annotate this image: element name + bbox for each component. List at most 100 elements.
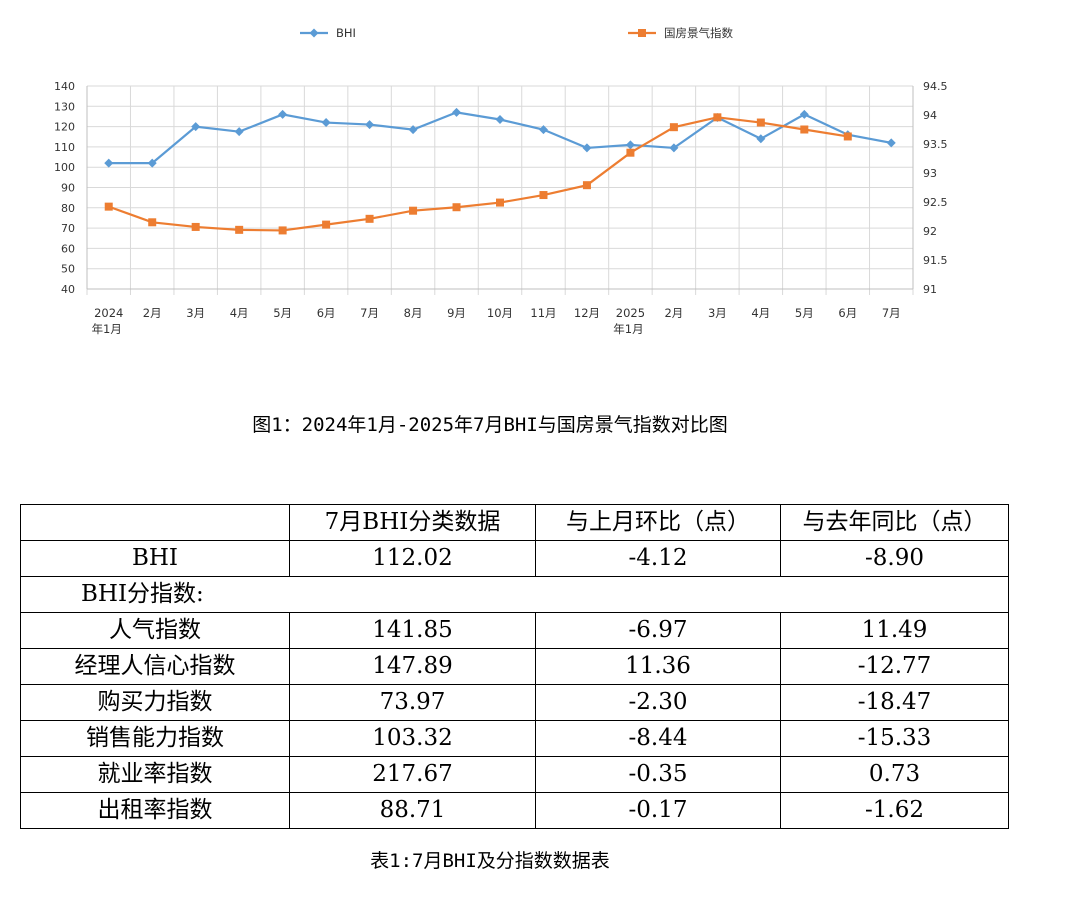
y-left-tick-label: 60 bbox=[61, 242, 75, 255]
bhi-point bbox=[104, 158, 114, 168]
x-tick-label: 12月 bbox=[574, 306, 600, 320]
y-left-tick-label: 70 bbox=[61, 222, 75, 235]
x-tick-label: 10月 bbox=[487, 306, 513, 320]
bhi-point bbox=[321, 118, 331, 128]
bhi-point bbox=[191, 122, 201, 132]
bhi-point bbox=[452, 107, 462, 117]
bhi-point bbox=[234, 127, 244, 137]
x-axis: 2024 年1月 2月 3月 4月 5月 6月 7月 8月 9月 10月 11月 12月 2025 年1月 2… bbox=[92, 306, 901, 336]
table-row: 销售能力指数 103.32 -8.44 -15.33 bbox=[20, 720, 1009, 757]
table-row: 出租率指数 88.71 -0.17 -1.62 bbox=[20, 792, 1009, 829]
table-cell: 7月BHI分类数据 bbox=[289, 504, 536, 541]
x-tick-label: 5月 bbox=[273, 306, 292, 320]
table-cell bbox=[20, 504, 290, 541]
table-cell: 出租率指数 bbox=[20, 792, 290, 829]
x-tick-label: 9月 bbox=[447, 306, 466, 320]
y-left-tick-label: 40 bbox=[61, 283, 75, 296]
figure-caption: 图1：2024年1月-2025年7月BHI与国房景气指数对比图 bbox=[252, 414, 728, 436]
line-chart: BHI 国房景气指数 40 50 60 70 80 90 100 110 120 130 140 91… bbox=[54, 26, 948, 336]
chart-legend: BHI 国房景气指数 bbox=[300, 26, 733, 40]
x-tick-label: 2024 bbox=[94, 306, 123, 320]
chart-series bbox=[104, 107, 896, 235]
housing-index-point bbox=[496, 198, 504, 207]
table-cell: -0.35 bbox=[535, 756, 781, 793]
y-right-tick-label: 93.5 bbox=[923, 138, 948, 151]
x-tick-label: 2月 bbox=[143, 306, 162, 320]
y-left-tick-label: 130 bbox=[54, 100, 75, 113]
table-cell: BHI bbox=[20, 540, 290, 577]
table-cell: 与去年同比（点） bbox=[780, 504, 1009, 541]
housing-index-point bbox=[278, 226, 287, 235]
table-cell: 0.73 bbox=[780, 756, 1009, 793]
data-table: 7月BHI分类数据 与上月环比（点） 与去年同比（点） BHI 112.02 -4.12-… bbox=[20, 504, 1009, 829]
y-right-tick-label: 92.5 bbox=[923, 196, 948, 209]
y-right-tick-label: 94.5 bbox=[923, 80, 948, 93]
bhi-point bbox=[495, 114, 505, 124]
table-cell: -0.17 bbox=[535, 792, 781, 829]
housing-index-point bbox=[191, 222, 200, 231]
x-tick-label: 11月 bbox=[530, 306, 556, 320]
housing-index-point bbox=[409, 206, 418, 215]
x-tick-label: 年1月 bbox=[92, 322, 122, 336]
x-tick-label: 4月 bbox=[751, 306, 770, 320]
housing-index-point bbox=[843, 132, 852, 141]
x-tick-label: 2025 bbox=[616, 306, 645, 320]
y-right-tick-label: 92 bbox=[923, 225, 937, 238]
housing-index-point bbox=[669, 123, 678, 132]
table-cell: 与上月环比（点） bbox=[535, 504, 781, 541]
legend-marker bbox=[309, 28, 319, 38]
bhi-point bbox=[582, 143, 592, 153]
legend-label: 国房景气指数 bbox=[664, 26, 733, 40]
table-subheader-row: BHI分指数: bbox=[20, 576, 1009, 613]
x-tick-label: 4月 bbox=[230, 306, 249, 320]
bhi-point bbox=[365, 120, 375, 130]
housing-index-point bbox=[235, 225, 244, 234]
y-left-tick-label: 80 bbox=[61, 202, 75, 215]
table-cell: 141.85 bbox=[289, 612, 536, 649]
x-tick-label: 5月 bbox=[795, 306, 814, 320]
bhi-point bbox=[625, 140, 635, 150]
table-cell: -2.30 bbox=[535, 684, 781, 721]
y-left-tick-label: 140 bbox=[54, 80, 75, 93]
table-header-row: 7月BHI分类数据 与上月环比（点） 与去年同比（点） bbox=[20, 504, 1009, 541]
table-row: 购买力指数 73.97 -2.30 -18.47 bbox=[20, 684, 1009, 721]
x-tick-label: 6月 bbox=[317, 306, 336, 320]
y-left-tick-label: 50 bbox=[61, 263, 75, 276]
table-cell: 经理人信心指数 bbox=[20, 648, 290, 685]
bhi-point bbox=[147, 158, 157, 168]
table-cell: 就业率指数 bbox=[20, 756, 290, 793]
bhi-point bbox=[799, 109, 809, 119]
table-cell: 88.71 bbox=[289, 792, 536, 829]
housing-index-point bbox=[800, 125, 809, 134]
bhi-point bbox=[756, 134, 766, 144]
table-cell: -15.33 bbox=[780, 720, 1009, 757]
housing-index-point bbox=[539, 191, 548, 200]
legend-label: BHI bbox=[336, 26, 356, 40]
y-right-tick-label: 91.5 bbox=[923, 254, 948, 267]
bhi-point bbox=[538, 125, 548, 135]
table-cell: 人气指数 bbox=[20, 612, 290, 649]
table-cell: -8.90 bbox=[780, 540, 1009, 577]
table-cell: -12.77 bbox=[780, 648, 1009, 685]
series-line-1 bbox=[108, 116, 848, 232]
table-cell: 103.32 bbox=[289, 720, 536, 757]
bhi-point bbox=[278, 109, 288, 119]
table-cell: 112.02 bbox=[289, 540, 536, 577]
x-tick-label: 2月 bbox=[664, 306, 683, 320]
table-cell: -4.12 bbox=[535, 540, 781, 577]
y-axis-right: 91 91.5 92 92.5 93 93.5 94 94.5 bbox=[923, 80, 948, 296]
housing-index-point bbox=[365, 214, 374, 223]
bhi-point bbox=[408, 125, 418, 135]
y-left-tick-label: 100 bbox=[54, 161, 75, 174]
table-cell: 购买力指数 bbox=[20, 684, 290, 721]
table-cell: 73.97 bbox=[289, 684, 536, 721]
x-tick-label: 6月 bbox=[838, 306, 857, 320]
x-tick-label: 7月 bbox=[360, 306, 379, 320]
legend-marker bbox=[638, 29, 646, 37]
bhi-point bbox=[669, 143, 679, 153]
housing-index-point bbox=[322, 220, 331, 229]
table-caption: 表1:7月BHI及分指数数据表 bbox=[370, 850, 610, 872]
table-row: 就业率指数 217.67 -0.35 0.73 bbox=[20, 756, 1009, 793]
housing-index-point bbox=[452, 203, 461, 212]
table-cell: 11.36 bbox=[535, 648, 781, 685]
